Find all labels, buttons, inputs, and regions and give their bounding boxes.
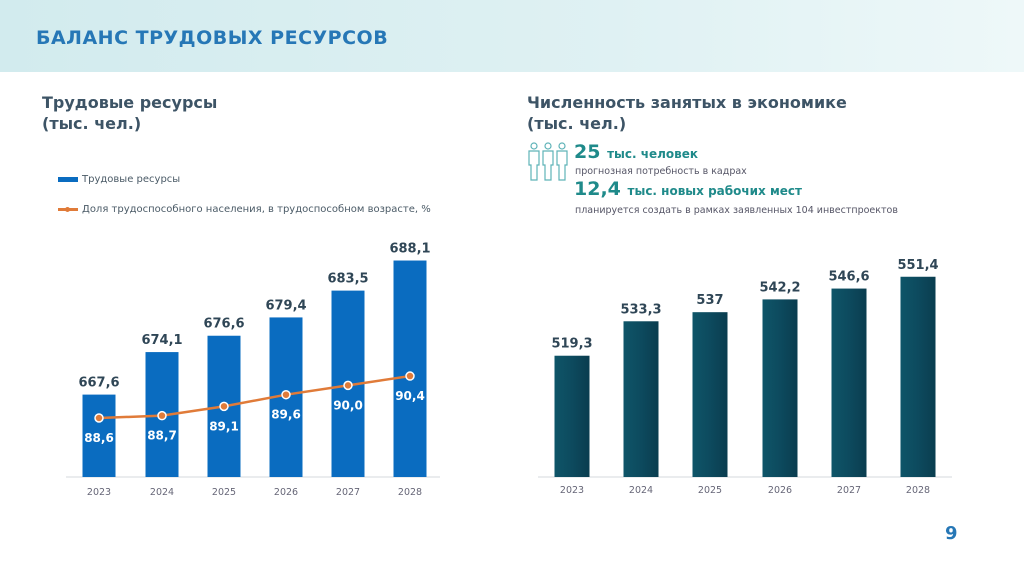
right-chart-title: Численность занятых в экономике (тыс. че… <box>527 92 847 134</box>
bar-2024 <box>623 321 659 477</box>
legend-line-label: Доля трудоспособного населения, в трудос… <box>82 204 431 215</box>
bar-2023 <box>554 355 590 477</box>
line-point-2024 <box>157 410 167 421</box>
x-tick-label: 2028 <box>398 487 422 498</box>
bar-2023 <box>82 394 116 477</box>
bar-value-label: 519,3 <box>551 337 592 352</box>
stat1-description: прогнозная потребность в кадрах <box>575 166 747 177</box>
x-tick-label: 2024 <box>150 487 174 498</box>
line-point-2023 <box>94 413 104 423</box>
x-tick-label: 2028 <box>906 485 930 496</box>
left-title-line1: Трудовые ресурсы <box>42 93 218 112</box>
bar-value-label: 533,3 <box>620 302 661 317</box>
line-value-label: 89,6 <box>271 408 301 422</box>
people-group-icon <box>528 142 568 181</box>
bar-2027 <box>831 288 867 477</box>
legend-line-swatch <box>58 206 78 212</box>
line-point-2026 <box>281 389 291 400</box>
line-value-label: 89,1 <box>209 419 239 433</box>
bar-2028 <box>900 276 936 477</box>
x-tick-label: 2026 <box>768 485 792 496</box>
x-tick-label: 2027 <box>336 487 360 498</box>
slide-title: БАЛАНС ТРУДОВЫХ РЕСУРСОВ <box>36 27 389 49</box>
line-point-2027 <box>343 380 353 391</box>
line-value-label: 88,7 <box>147 429 177 443</box>
bar-value-label: 676,6 <box>203 317 244 332</box>
bar-value-label: 546,6 <box>828 270 869 285</box>
header-band <box>0 0 1024 72</box>
stat-workforce-need: 25 тыс. человек <box>574 141 698 163</box>
x-tick-label: 2024 <box>629 485 653 496</box>
legend-bar-swatch <box>58 177 78 182</box>
stat2-unit: тыс. новых рабочих мест <box>627 184 802 198</box>
bar-value-label: 674,1 <box>141 333 182 348</box>
legend-bar-label: Трудовые ресурсы <box>82 174 181 185</box>
left-title-line2: (тыс. чел.) <box>42 114 142 133</box>
right-title-line2: (тыс. чел.) <box>527 114 627 133</box>
left-chart-title: Трудовые ресурсы (тыс. чел.) <box>42 92 217 134</box>
line-value-label: 88,6 <box>84 431 114 445</box>
bar-value-label: 667,6 <box>78 376 119 391</box>
legend-item-line: Доля трудоспособного населения, в трудос… <box>58 204 431 215</box>
x-tick-label: 2026 <box>274 487 298 498</box>
stat-new-jobs: 12,4 тыс. новых рабочих мест <box>574 178 802 200</box>
stat1-value: 25 <box>574 141 601 163</box>
bar-value-label: 679,4 <box>265 298 306 313</box>
bar-value-label: 688,1 <box>389 242 430 257</box>
x-tick-label: 2025 <box>698 485 722 496</box>
right-title-line1: Численность занятых в экономике <box>527 93 847 112</box>
bar-2025 <box>692 312 728 477</box>
line-share-working-age <box>98 374 411 420</box>
bar-value-label: 542,2 <box>759 280 800 295</box>
x-tick-label: 2023 <box>560 485 584 496</box>
legend-item-bars: Трудовые ресурсы <box>58 174 180 185</box>
line-point-2025 <box>219 401 229 412</box>
x-tick-label: 2027 <box>837 485 861 496</box>
bar-2026 <box>762 299 798 477</box>
line-point-2028 <box>405 371 415 381</box>
stat1-unit: тыс. человек <box>607 147 699 161</box>
stat2-description: планируется создать в рамках заявленных … <box>575 205 898 216</box>
bar-2028 <box>393 260 427 477</box>
x-tick-label: 2023 <box>87 487 111 498</box>
stat2-value: 12,4 <box>574 178 621 200</box>
page-number: 9 <box>945 523 958 544</box>
line-value-label: 90,4 <box>395 389 425 403</box>
x-tick-label: 2025 <box>212 487 236 498</box>
bar-value-label: 537 <box>696 293 723 308</box>
line-value-label: 90,0 <box>333 398 363 412</box>
bar-value-label: 683,5 <box>327 272 368 287</box>
bar-value-label: 551,4 <box>897 258 938 273</box>
